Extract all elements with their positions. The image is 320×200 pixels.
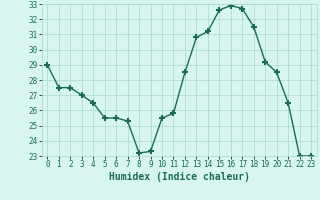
X-axis label: Humidex (Indice chaleur): Humidex (Indice chaleur)	[109, 172, 250, 182]
